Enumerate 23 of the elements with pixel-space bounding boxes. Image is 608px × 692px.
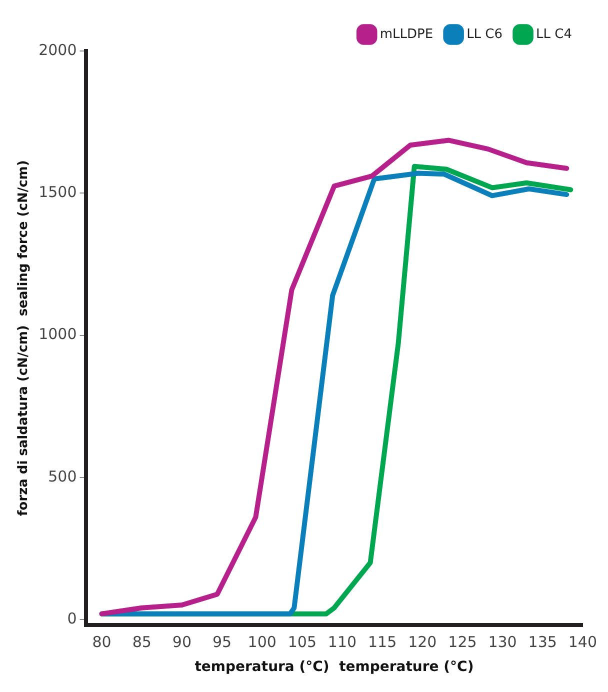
x-tick-label: 135 <box>528 633 557 652</box>
x-tick-label: 110 <box>328 633 357 652</box>
y-axis-title: forza di saldatura (cN/cm) sealing force (cN/cm) <box>16 160 32 516</box>
x-axis-title: temperatura (°C) temperature (°C) <box>194 659 474 676</box>
x-tick-label: 100 <box>248 633 276 652</box>
x-tick-label: 120 <box>408 633 437 652</box>
x-tick-label: 105 <box>288 633 316 652</box>
x-tick-label: 90 <box>172 633 192 652</box>
x-tick-label: 85 <box>132 633 152 652</box>
x-tick-label: 130 <box>488 633 517 652</box>
y-tick-label: 0 <box>67 609 77 628</box>
y-tick-label: 2000 <box>38 40 77 59</box>
legend-label: mLLDPE <box>380 26 434 42</box>
y-tick-label: 1500 <box>38 183 77 202</box>
x-tick-label: 95 <box>212 633 232 652</box>
legend-label: LL C6 <box>466 26 503 42</box>
x-tick-label: 115 <box>368 633 397 652</box>
y-tick-label: 1000 <box>38 325 77 344</box>
y-tick-label: 500 <box>48 467 77 486</box>
x-tick-label: 125 <box>448 633 477 652</box>
legend-label: LL C4 <box>536 26 572 42</box>
x-tick-label: 140 <box>568 633 598 652</box>
x-tick-label: 80 <box>92 633 112 652</box>
